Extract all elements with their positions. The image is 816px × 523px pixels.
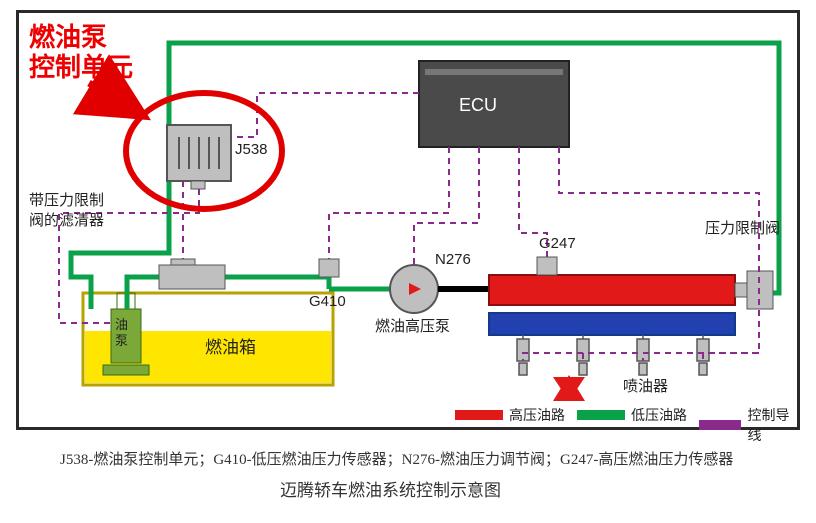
diagram-svg bbox=[19, 13, 799, 427]
label-tank: 燃油箱 bbox=[205, 333, 256, 358]
label-g247: G247 bbox=[539, 235, 576, 252]
legend-ctrl-label: 控制导线 bbox=[747, 405, 797, 445]
diagram-frame: 燃油泵 控制单元 bbox=[16, 10, 800, 430]
legend-hp: 高压油路 bbox=[455, 405, 565, 425]
legend-lp-label: 低压油路 bbox=[631, 405, 687, 425]
legend-ctrl: 控制导线 bbox=[699, 405, 797, 445]
swatch-ctrl bbox=[699, 420, 741, 430]
label-pump-in-tank: 油 泵 bbox=[115, 317, 128, 348]
label-injector: 喷油器 bbox=[623, 375, 668, 396]
swatch-hp bbox=[455, 410, 503, 420]
legend-lp: 低压油路 bbox=[577, 405, 687, 425]
label-filter-1: 带压力限制 bbox=[29, 189, 104, 210]
footer-desc-1: J538-燃油泵控制单元；G410-低压燃油压力传感器；N276-燃油压力调节阀… bbox=[60, 448, 733, 469]
swatch-lp bbox=[577, 410, 625, 420]
legend-hp-label: 高压油路 bbox=[509, 405, 565, 425]
label-hp-pump: 燃油高压泵 bbox=[375, 315, 450, 336]
footer-desc-2: 迈腾轿车燃油系统控制示意图 bbox=[280, 476, 501, 501]
label-j538: J538 bbox=[235, 141, 268, 158]
label-n276: N276 bbox=[435, 251, 471, 268]
label-ecu: ECU bbox=[459, 95, 497, 116]
label-g410: G410 bbox=[309, 293, 346, 310]
label-prv: 压力限制阀 bbox=[705, 217, 780, 238]
label-filter-2: 阀的滤清器 bbox=[29, 209, 104, 230]
